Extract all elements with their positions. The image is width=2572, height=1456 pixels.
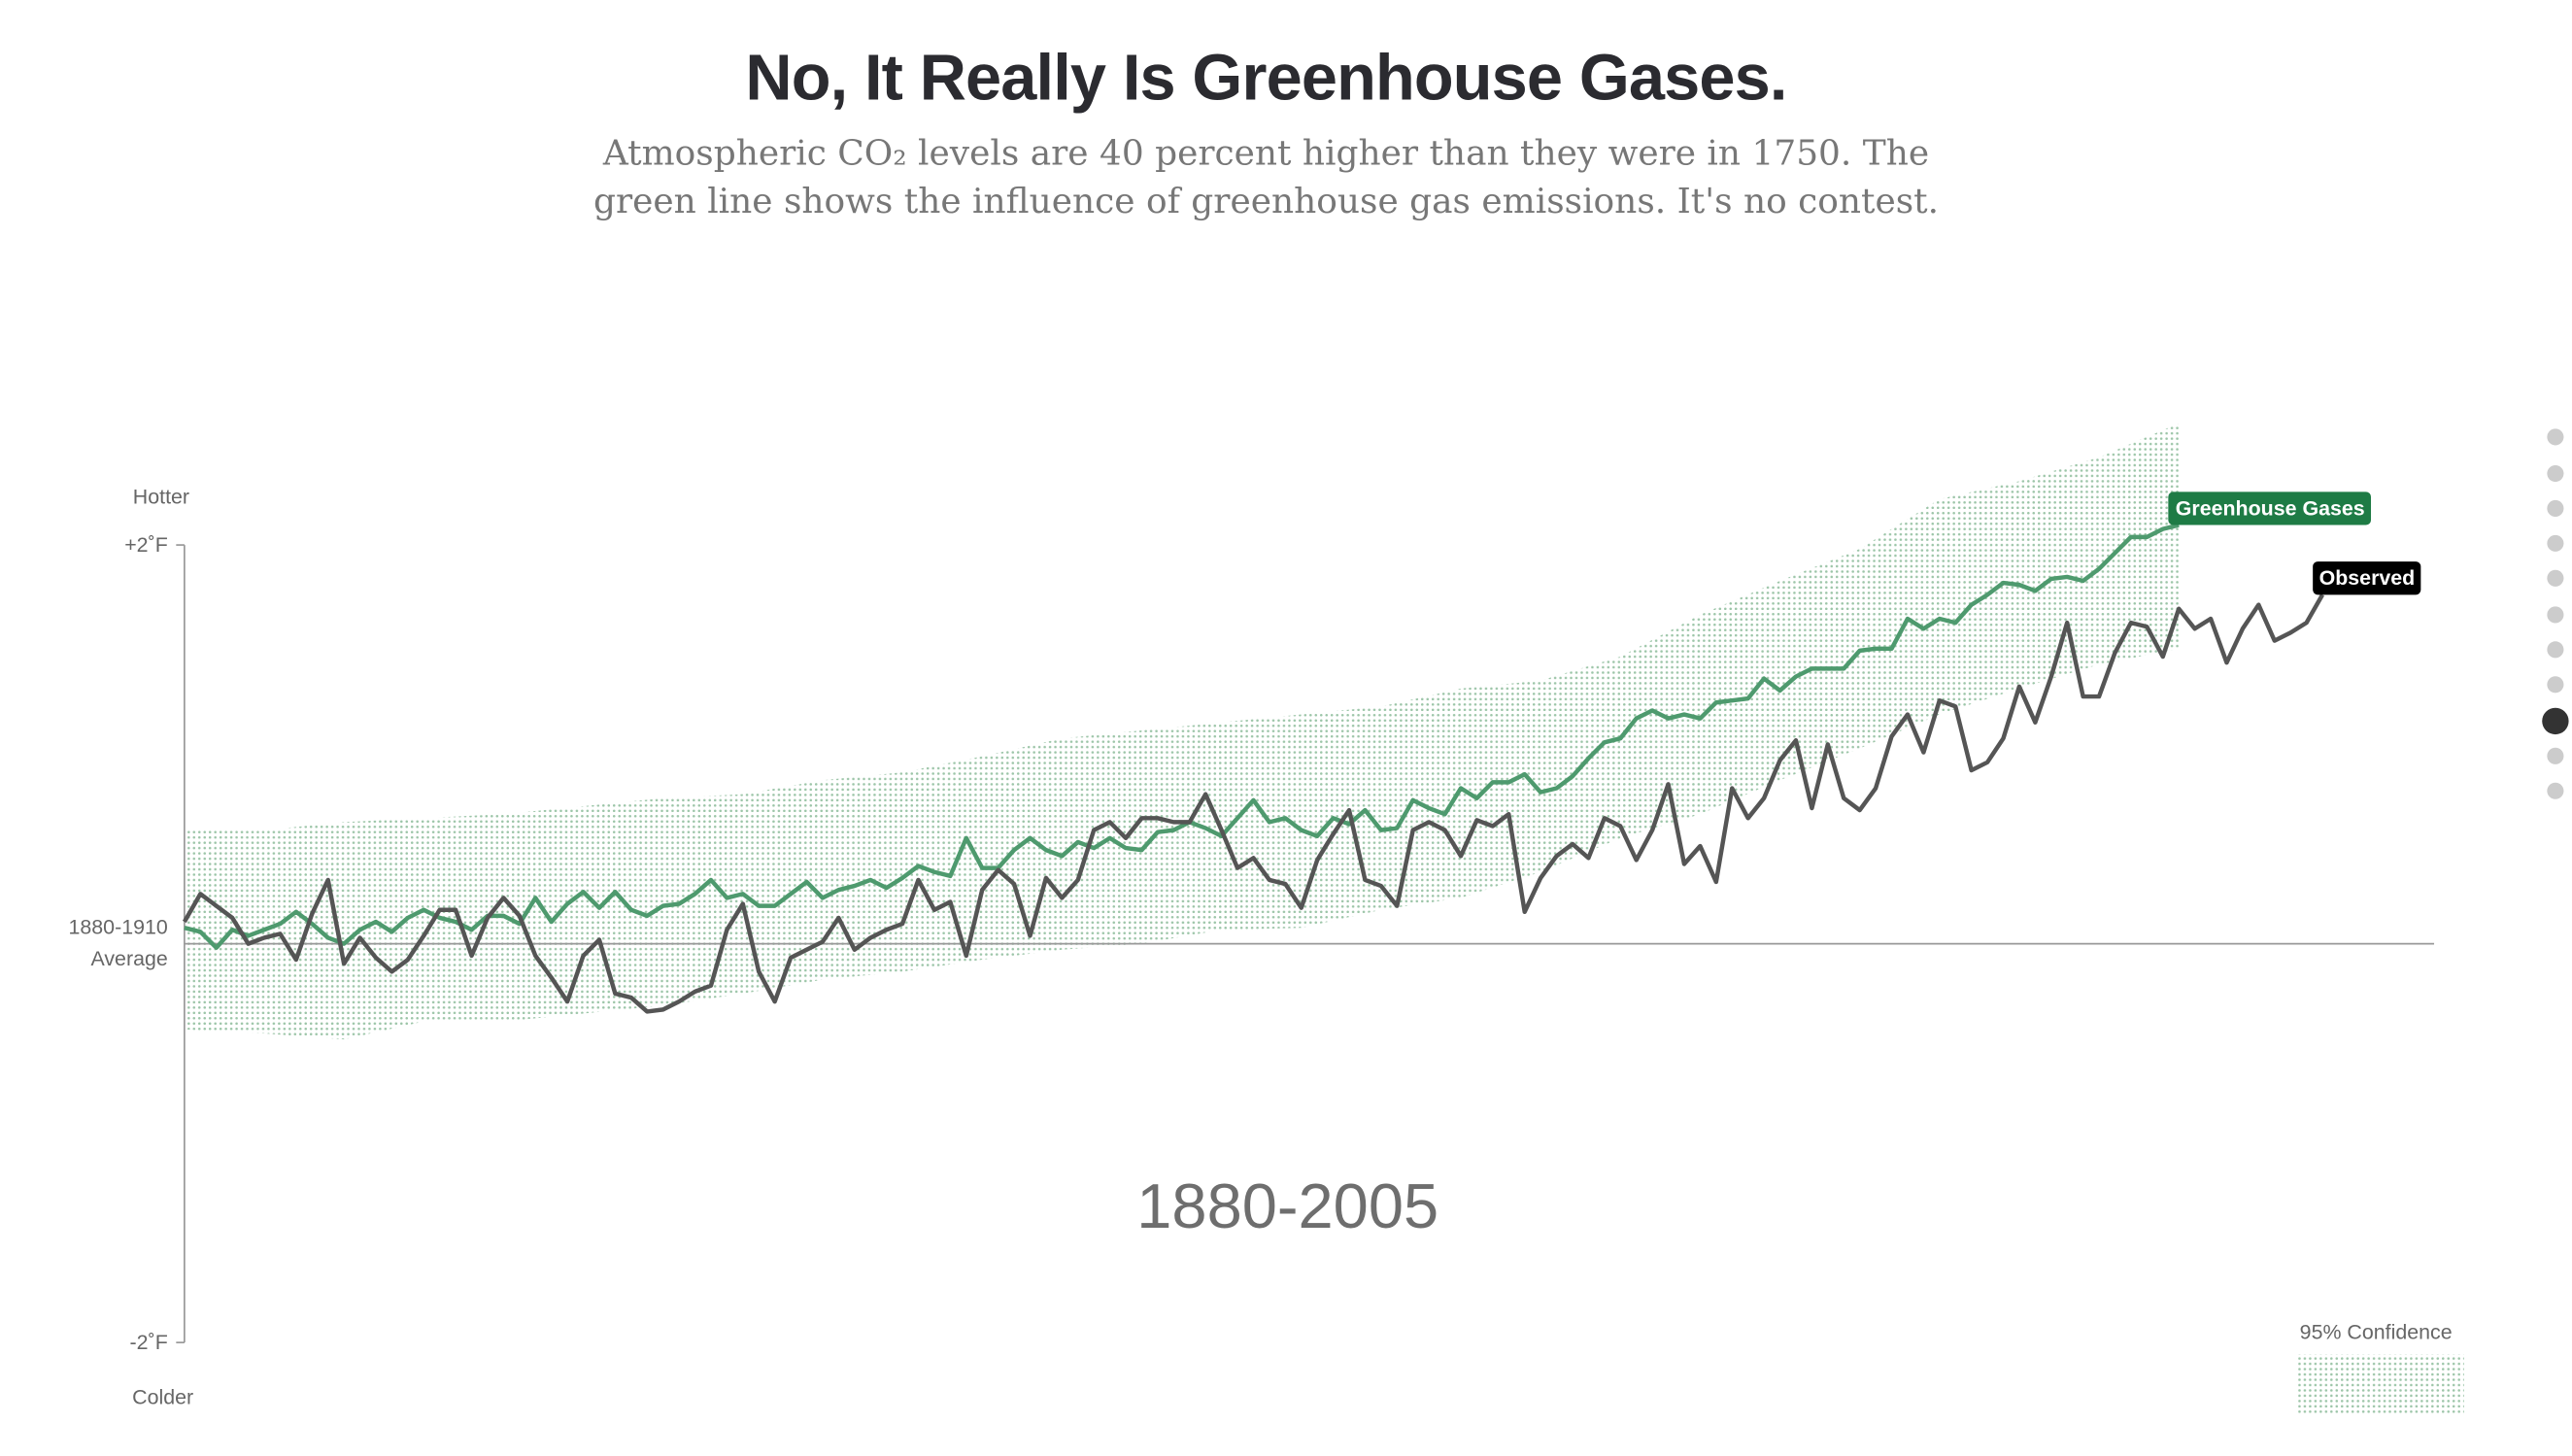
nav-dot[interactable] (2547, 534, 2564, 552)
confidence-band (184, 423, 2180, 1040)
nav-dot[interactable] (2547, 747, 2564, 764)
nav-dot[interactable] (2547, 428, 2564, 446)
nav-dot[interactable] (2547, 676, 2564, 694)
nav-dot[interactable] (2547, 641, 2564, 659)
series-line (184, 523, 2180, 950)
nav-dot[interactable] (2547, 782, 2564, 799)
chart-subtitle: Atmospheric CO₂ levels are 40 percent hi… (592, 132, 1940, 221)
y-tick-label: -2˚F (129, 1330, 168, 1354)
hotter-label: Hotter (132, 485, 190, 509)
series-label: Greenhouse Gases (2168, 491, 2372, 525)
y-tick-label: +2˚F (124, 532, 168, 557)
chart-title: No, It Really Is Greenhouse Gases. (745, 43, 1787, 116)
period-label: 1880-2005 (1136, 1172, 1439, 1243)
nav-dot[interactable] (2547, 499, 2564, 517)
band-legend-swatch (2297, 1354, 2464, 1416)
y-tick-label: 1880-1910 Average (68, 915, 168, 970)
series-line (182, 593, 2324, 1014)
band-legend-label: 95% Confidence (2299, 1320, 2453, 1344)
series-label: Observed (2312, 561, 2422, 595)
colder-label: Colder (132, 1385, 194, 1409)
nav-dot[interactable] (2547, 464, 2564, 483)
nav-dot[interactable] (2547, 606, 2564, 624)
nav-dot[interactable] (2547, 569, 2564, 587)
nav-dot-active[interactable] (2542, 707, 2569, 735)
